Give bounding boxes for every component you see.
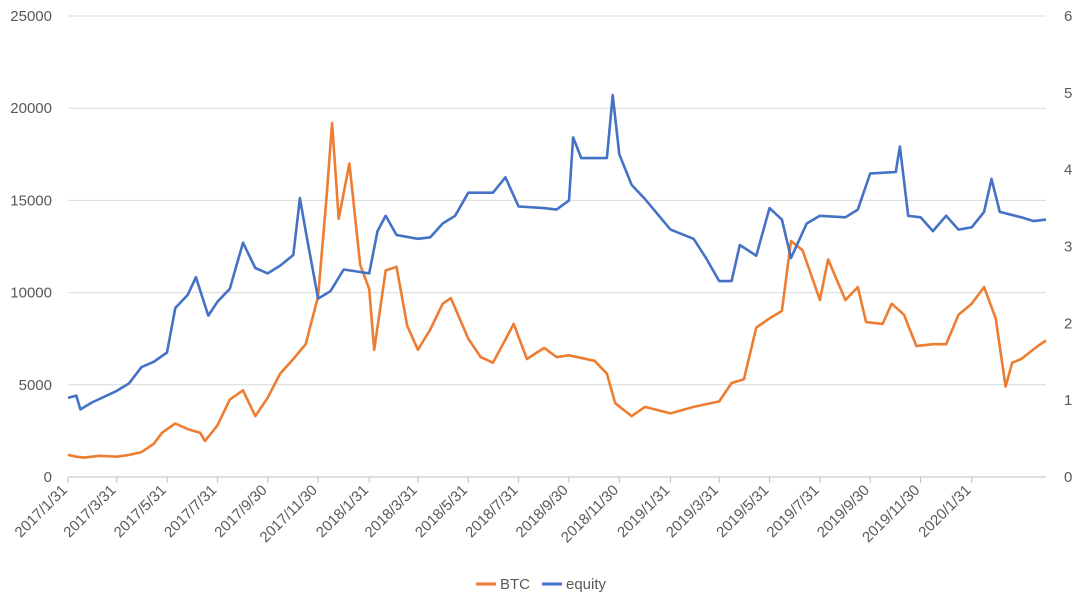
y-right-tick-3: 3 (1064, 239, 1072, 256)
x-tick-label: 2019/1/31 (614, 482, 673, 541)
x-tick-label: 2018/7/31 (462, 482, 521, 541)
x-tick-label: 2018/1/31 (313, 482, 372, 541)
legend-label-btc: BTC (500, 576, 530, 593)
gridlines (68, 15, 1046, 386)
x-tick-label: 2018/3/31 (362, 482, 421, 541)
y-left-tick-25000: 25000 (10, 8, 52, 25)
y-left-tick-5000: 5000 (19, 377, 52, 394)
y-right-tick-0: 0 (1064, 469, 1072, 486)
y-right-tick-1: 1 (1064, 392, 1072, 409)
x-tick-label: 2017/1/31 (12, 482, 71, 541)
x-tick-label: 2017/7/31 (161, 482, 220, 541)
series-line-btc (67, 121, 1047, 459)
legend: BTC equity (476, 576, 607, 593)
series-lines (67, 93, 1047, 459)
x-tick-label: 2020/1/31 (915, 482, 974, 541)
y-right-tick-6: 6 (1064, 8, 1072, 25)
y-left-tick-15000: 15000 (10, 192, 52, 209)
x-tick-label: 2019/5/31 (713, 482, 772, 541)
y-left-tick-10000: 10000 (10, 285, 52, 302)
y-right-tick-5: 5 (1064, 85, 1072, 102)
legend-label-equity: equity (566, 576, 607, 593)
x-tick-label: 2018/5/31 (412, 482, 471, 541)
y-left-tick-20000: 20000 (10, 100, 52, 117)
y-left-tick-0: 0 (44, 469, 52, 486)
series-line-equity (67, 93, 1047, 411)
axes: 0 5000 10000 15000 20000 25000 0 1 2 3 4 5 6 2017/1/3… (10, 8, 1072, 546)
y-right-tick-2: 2 (1064, 315, 1072, 332)
x-tick-label: 2017/5/31 (111, 482, 170, 541)
y-right-tick-4: 4 (1064, 162, 1072, 179)
x-tick-label: 2019/3/31 (663, 482, 722, 541)
x-tick-label: 2017/3/31 (60, 482, 119, 541)
x-tick-label: 2019/7/31 (763, 482, 822, 541)
